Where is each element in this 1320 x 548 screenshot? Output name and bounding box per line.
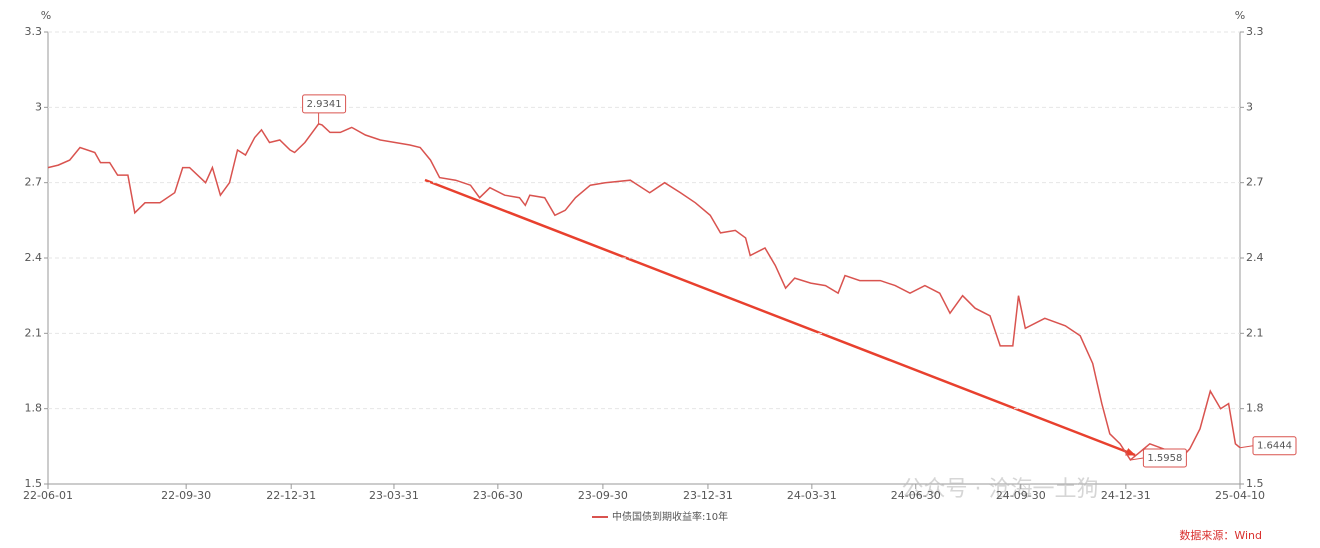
y-tick-label: 3 [35,100,42,113]
y2-tick-label: 3.3 [1246,25,1264,38]
y2-tick-label: 2.4 [1246,251,1264,264]
x-tick-label: 24-12-31 [1101,489,1151,502]
annotation-label: 1.6444 [1257,441,1292,452]
x-tick-label: 22-09-30 [161,489,211,502]
x-tick-label: 25-04-10 [1215,489,1265,502]
annotation-label: 1.5958 [1147,453,1182,464]
x-tick-label: 23-03-31 [369,489,419,502]
y-tick-label: 3.3 [25,25,43,38]
watermark: 公众号 · 沧海一土狗 [902,477,1099,502]
x-tick-label: 24-06-30 [891,489,941,502]
x-tick-label: 24-09-30 [996,489,1046,502]
x-tick-label: 22-06-01 [23,489,73,502]
y2-tick-label: 2.1 [1246,326,1264,339]
y-tick-label: 1.8 [25,402,43,415]
x-tick-label: 23-12-31 [683,489,733,502]
source: 数据来源：Wind [1179,528,1262,542]
annotation-box [302,94,347,114]
x-tick-label: 23-06-30 [473,489,523,502]
y-tick-label: 2.7 [25,176,43,189]
x-tick-label: 24-03-31 [787,489,837,502]
y-tick-label: 1.5 [25,477,43,490]
y2-tick-label: 1.8 [1246,402,1264,415]
x-tick-label: 22-12-31 [266,489,316,502]
x-tick-label: 23-09-30 [578,489,628,502]
y-unit: % [41,9,51,22]
annotation-leader [1130,457,1144,461]
y2-tick-label: 1.5 [1246,477,1264,490]
annotation-label: 2.9341 [307,99,342,110]
legend-label: 中债国债到期收益率:10年 [612,510,728,523]
y2-tick-label: 3 [1246,100,1253,113]
series-line [47,123,1241,462]
trend-arrow [424,178,1136,457]
y2-unit: % [1235,9,1245,22]
annotation-leader [1239,445,1254,449]
y-tick-label: 2.4 [25,251,43,264]
y2-tick-label: 2.7 [1246,176,1264,189]
y-tick-label: 2.1 [25,326,43,339]
